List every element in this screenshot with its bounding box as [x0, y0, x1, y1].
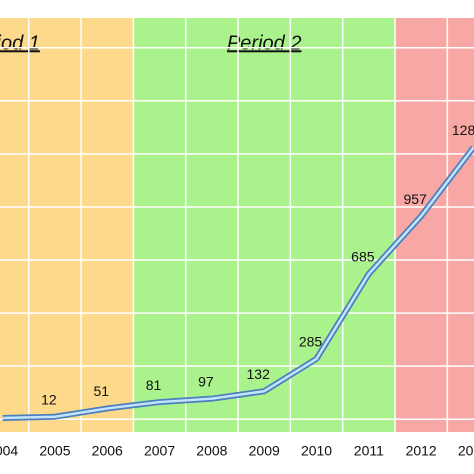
x-tick-label: 2004	[0, 443, 18, 459]
data-label: 12	[41, 391, 57, 407]
data-label: 6	[0, 393, 1, 409]
data-label: 81	[146, 377, 162, 393]
period-band	[133, 18, 396, 432]
data-label: 1280	[452, 122, 474, 138]
x-tick-label: 2012	[406, 443, 437, 459]
x-tick-label: 2006	[92, 443, 123, 459]
x-tick-label: 2008	[196, 443, 227, 459]
period-label: Period 2	[227, 32, 302, 54]
data-label: 285	[299, 333, 323, 349]
x-tick-label: 2010	[301, 443, 332, 459]
x-tick-label: 2011	[354, 443, 384, 459]
data-label: 132	[247, 366, 271, 382]
data-label: 97	[198, 373, 214, 389]
data-label: 51	[93, 383, 109, 399]
x-tick-label: 2013	[458, 443, 474, 459]
line-core	[2, 146, 474, 420]
x-tick-label: 2009	[249, 443, 280, 459]
x-tick-label: 2007	[144, 443, 175, 459]
data-label: 685	[351, 249, 375, 265]
x-tick-label: 2005	[39, 443, 70, 459]
period-band	[395, 18, 474, 432]
period-band	[0, 18, 134, 432]
data-label: 957	[403, 191, 427, 207]
period-label: Period 1	[0, 32, 40, 54]
